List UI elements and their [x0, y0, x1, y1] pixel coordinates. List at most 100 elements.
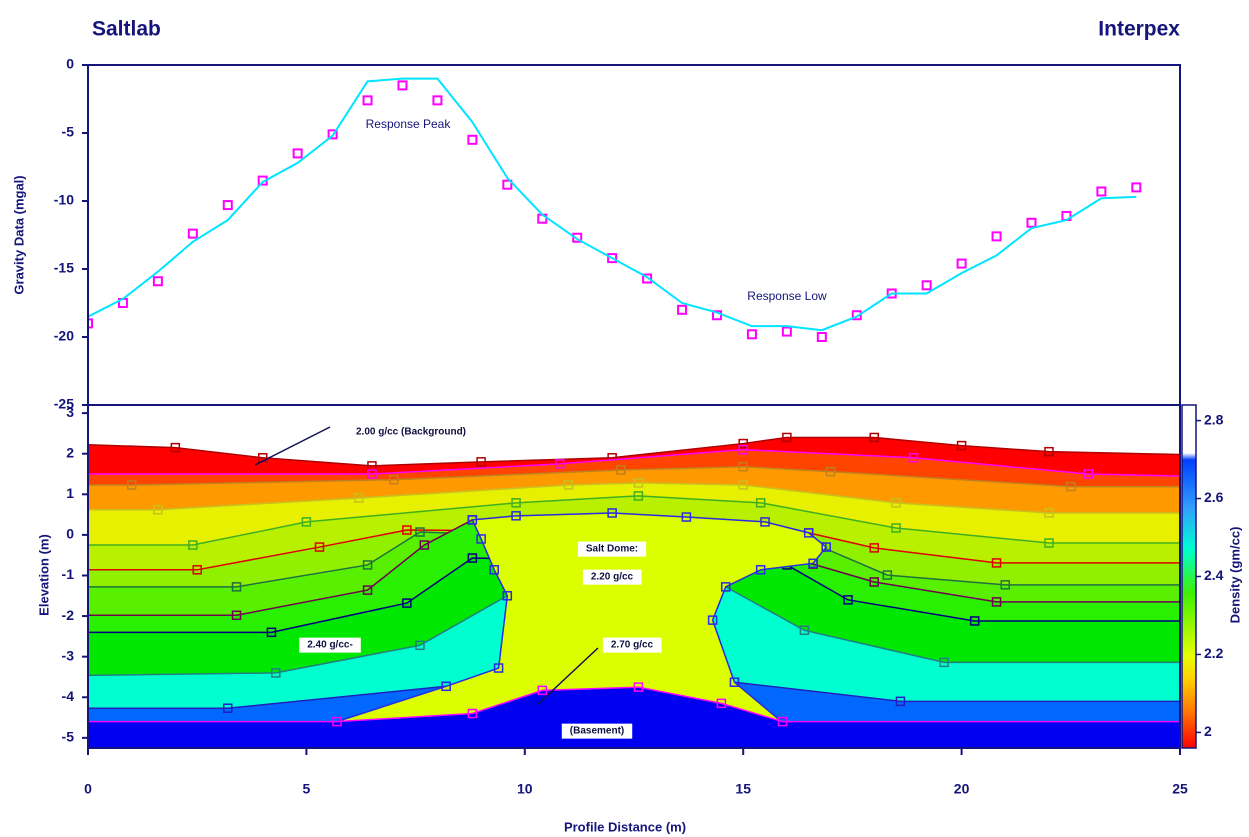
- vertex-handle: [511, 511, 521, 521]
- observed-point: [292, 148, 303, 159]
- vertex-handle: [301, 517, 312, 527]
- vertex-handle: [821, 542, 831, 552]
- vertex-handle: [738, 438, 748, 449]
- vertex-handle: [354, 493, 364, 503]
- observed-point: [956, 258, 967, 269]
- leader-line: [536, 647, 599, 706]
- vertex-handle: [153, 504, 163, 515]
- y-tick-label: -4: [62, 688, 75, 704]
- x-axis-label: Profile Distance (m): [564, 819, 686, 834]
- annotation-box: [582, 569, 642, 585]
- vertex-handle: [192, 565, 202, 575]
- body-boundary: [88, 482, 1180, 514]
- header-right: Interpex: [1098, 18, 1180, 41]
- vertex-handle: [362, 560, 373, 570]
- vertex-handle: [633, 478, 644, 488]
- y-tick-label: -2: [62, 607, 75, 623]
- vertex-handle: [755, 565, 766, 575]
- y-tick-label: -5: [62, 124, 75, 140]
- y-tick-label: 3: [66, 404, 74, 420]
- observed-point: [642, 273, 653, 284]
- y-tick-label: 0: [66, 56, 74, 72]
- colorbar-tick-label: 2: [1204, 723, 1212, 739]
- vertex-handle: [882, 570, 893, 580]
- vertex-handle: [271, 668, 281, 678]
- vertex-handle: [891, 523, 901, 533]
- vertex-handle: [869, 432, 879, 443]
- annotation: 2.00 g/cc (Background): [356, 427, 466, 438]
- body-boundary: [88, 686, 1180, 723]
- vertex-handle: [362, 585, 373, 595]
- x-tick-label: 15: [735, 781, 751, 797]
- x-tick-label: 10: [517, 781, 533, 797]
- vertex-handle: [511, 498, 521, 508]
- gravity-panel: 0 -5 -10 -15 -20 -25 Gravity Data (mgal) Respon…: [11, 56, 1181, 412]
- vertex-handle: [223, 703, 233, 713]
- plot-area: [88, 77, 1142, 342]
- y-tick-label: -25: [54, 396, 74, 412]
- observed-point: [327, 129, 338, 140]
- vertex-handle: [808, 558, 818, 569]
- observed-point: [397, 80, 408, 91]
- vertex-handle: [554, 459, 565, 469]
- y-tick-label: 0: [66, 526, 74, 542]
- colorbar-tick-label: 2.2: [1204, 645, 1224, 661]
- vertex-handle: [188, 540, 198, 550]
- vertex-handle: [716, 698, 727, 709]
- y-axis-label: Elevation (m): [36, 534, 51, 616]
- observed-point: [746, 329, 757, 340]
- annotation-box: [577, 541, 647, 557]
- vertex-handle: [755, 498, 766, 508]
- model-body: [88, 687, 1180, 748]
- annotation: 2.20 g/cc: [591, 572, 634, 583]
- vertex-handle: [825, 466, 836, 477]
- observed-point: [187, 228, 198, 239]
- observed-point: [677, 304, 688, 315]
- observed-point: [851, 310, 862, 321]
- vertex-handle: [616, 465, 626, 475]
- y-tick-label: -20: [54, 328, 74, 344]
- colorbar-tick-label: 2.6: [1204, 489, 1224, 505]
- x-tick-label: 25: [1172, 781, 1188, 797]
- vertex-handle: [415, 640, 425, 651]
- annotation-box: [602, 637, 662, 653]
- vertex-handle: [633, 491, 644, 501]
- vertex-handle: [956, 440, 967, 451]
- vertex-handle: [467, 515, 478, 525]
- vertex-handle: [367, 469, 377, 479]
- vertex-handle: [991, 597, 1002, 607]
- observed-point: [362, 95, 373, 106]
- leader-line: [254, 426, 331, 466]
- vertex-handle: [419, 540, 430, 550]
- vertex-handle: [402, 525, 412, 535]
- vertex-handle: [467, 553, 478, 563]
- vertex-handle: [895, 696, 906, 707]
- y-tick-label: 1: [66, 485, 74, 501]
- y-tick-label: -3: [62, 647, 75, 663]
- vertex-handle: [126, 480, 137, 490]
- vertex-handle: [266, 627, 277, 638]
- annotation: 2.70 g/cc: [611, 640, 654, 651]
- vertex-handle: [803, 528, 814, 538]
- observed-point: [991, 231, 1002, 242]
- vertex-handle: [537, 685, 548, 696]
- colorbar-tick-label: 2.8: [1204, 411, 1224, 427]
- vertex-handle: [969, 616, 980, 626]
- body-boundary: [88, 495, 1180, 546]
- y-tick-label: -15: [54, 260, 74, 276]
- vertex-handle: [843, 595, 853, 605]
- observed-point: [711, 310, 722, 321]
- vertex-handle: [991, 558, 1002, 568]
- annotation-box: [561, 723, 633, 739]
- colorbar: [1181, 404, 1197, 749]
- y-tick-label: -5: [62, 729, 75, 745]
- vertex-handle: [415, 527, 425, 537]
- vertex-handle: [493, 663, 504, 673]
- annotation: (Basement): [570, 726, 624, 737]
- vertex-handle: [489, 565, 499, 575]
- vertex-handle: [782, 432, 792, 443]
- observed-point: [152, 276, 163, 287]
- colorbar-label: Density (gm/cc): [1227, 527, 1242, 624]
- vertex-handle: [332, 716, 342, 727]
